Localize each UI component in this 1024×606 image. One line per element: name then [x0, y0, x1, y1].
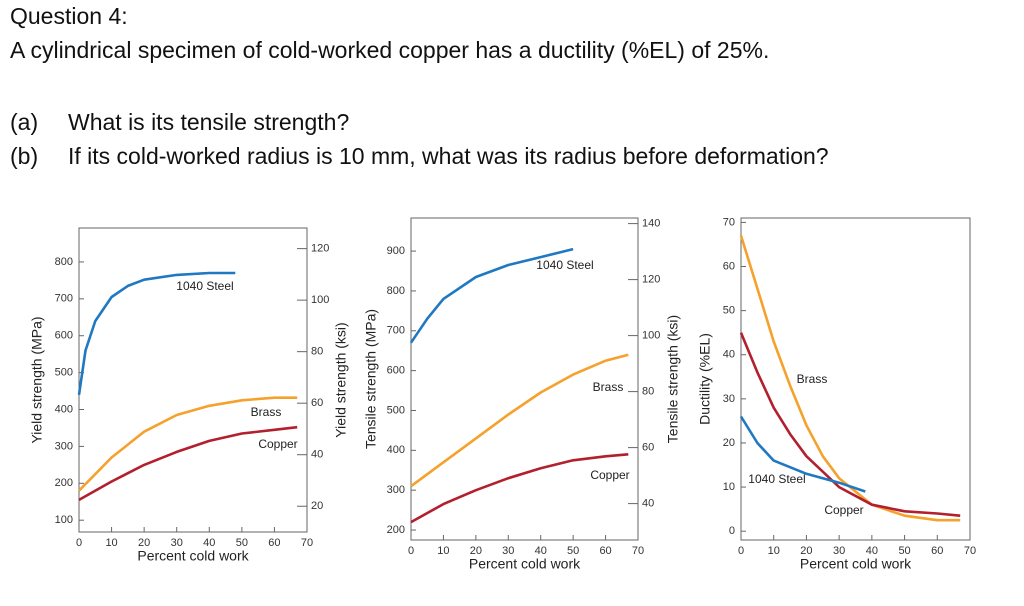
y-tick-label: 10	[723, 481, 735, 493]
y-tick-label: 0	[729, 525, 735, 537]
x-tick-label: 50	[898, 545, 910, 557]
y-tick-label: 30	[723, 393, 735, 405]
y-tick-label: 50	[723, 305, 735, 317]
y-axis-label: Ductility (%EL)	[697, 333, 713, 425]
series-line	[409, 247, 574, 344]
y-tick-label: 500	[387, 404, 405, 416]
y-tick-label: 600	[387, 365, 405, 377]
series-label: 1040 Steel	[176, 279, 233, 293]
y-tick-label: 20	[723, 437, 735, 449]
x-tick-label: 40	[535, 545, 547, 557]
x-tick-label: 0	[408, 545, 414, 557]
x-tick-label: 0	[738, 545, 744, 557]
y-tick-label: 40	[723, 349, 735, 361]
y-tick-label: 300	[387, 484, 405, 496]
series-label: Brass	[251, 405, 282, 419]
y2-tick-label: 120	[311, 243, 329, 255]
x-axis-label: Percent cold work	[137, 548, 249, 564]
y-tick-label: 400	[55, 403, 73, 415]
series-label: Brass	[797, 372, 828, 386]
series-line	[739, 235, 961, 522]
part-text: What is its tensile strength?	[68, 109, 349, 135]
x-tick-label: 40	[866, 545, 878, 557]
x-tick-label: 60	[268, 537, 280, 549]
x-tick-label: 10	[105, 537, 117, 549]
x-tick-label: 10	[437, 545, 449, 557]
x-tick-label: 30	[171, 537, 183, 549]
x-tick-label: 20	[470, 545, 482, 557]
x-tick-label: 70	[964, 545, 976, 557]
series-label: Brass	[593, 380, 624, 394]
series-line	[78, 396, 298, 492]
y2-axis-label: Yield strength (ksi)	[333, 322, 349, 437]
x-tick-label: 10	[768, 545, 780, 557]
x-tick-label: 40	[203, 537, 215, 549]
part-label: (a)	[10, 109, 38, 135]
y-tick-label: 900	[387, 245, 405, 257]
y2-tick-label: 80	[642, 386, 654, 398]
y-tick-label: 100	[55, 514, 73, 526]
x-tick-label: 0	[76, 537, 82, 549]
x-tick-label: 30	[833, 545, 845, 557]
x-tick-label: 60	[931, 545, 943, 557]
y-tick-label: 300	[55, 440, 73, 452]
x-tick-label: 20	[138, 537, 150, 549]
y2-tick-label: 120	[642, 274, 660, 286]
y2-tick-label: 60	[642, 442, 654, 454]
part-label: (b)	[10, 143, 38, 169]
y-tick-label: 500	[55, 367, 73, 379]
y2-axis-label: Tensile strength (ksi)	[665, 315, 681, 443]
y-axis-label: Tensile strength (MPa)	[363, 309, 379, 449]
series-line	[410, 353, 629, 488]
y-tick-label: 60	[723, 260, 735, 272]
series-line	[410, 453, 629, 524]
y2-tick-label: 40	[311, 449, 323, 461]
y-tick-label: 700	[55, 293, 73, 305]
plot-frame	[740, 217, 971, 541]
x-tick-label: 70	[632, 545, 644, 557]
y2-tick-label: 60	[311, 397, 323, 409]
y-tick-label: 600	[55, 330, 73, 342]
x-tick-label: 60	[599, 545, 611, 557]
series-label: 1040 Steel	[748, 472, 805, 486]
plot-frame	[78, 227, 308, 533]
y-tick-label: 400	[387, 444, 405, 456]
question-title: Question 4:	[10, 3, 128, 29]
y2-tick-label: 80	[311, 346, 323, 358]
series-label: 1040 Steel	[536, 258, 593, 272]
y-tick-label: 200	[55, 477, 73, 489]
x-tick-label: 20	[800, 545, 812, 557]
series-line	[739, 332, 961, 517]
series-label: Copper	[824, 503, 863, 517]
y-tick-label: 70	[723, 216, 735, 228]
series-line	[739, 415, 866, 493]
x-tick-label: 50	[567, 545, 579, 557]
y2-tick-label: 20	[311, 500, 323, 512]
x-tick-label: 70	[301, 537, 313, 549]
y-tick-label: 800	[387, 285, 405, 297]
question-statement: A cylindrical specimen of cold-worked co…	[10, 37, 769, 63]
y2-tick-label: 140	[642, 218, 660, 230]
x-tick-label: 50	[236, 537, 248, 549]
y2-tick-label: 100	[311, 294, 329, 306]
y-tick-label: 700	[387, 325, 405, 337]
series-line	[77, 271, 236, 395]
y-tick-label: 800	[55, 256, 73, 268]
y2-tick-label: 40	[642, 498, 654, 510]
series-label: Copper	[590, 468, 629, 482]
x-axis-label: Percent cold work	[469, 556, 581, 572]
series-line	[78, 425, 298, 502]
plot-frame	[410, 217, 639, 541]
y-tick-label: 200	[387, 524, 405, 536]
x-tick-label: 30	[502, 545, 514, 557]
series-label: Copper	[258, 437, 297, 451]
part-text: If its cold-worked radius is 10 mm, what…	[68, 143, 829, 169]
y2-tick-label: 100	[642, 330, 660, 342]
y-axis-label: Yield strength (MPa)	[29, 316, 45, 443]
x-axis-label: Percent cold work	[800, 556, 912, 572]
